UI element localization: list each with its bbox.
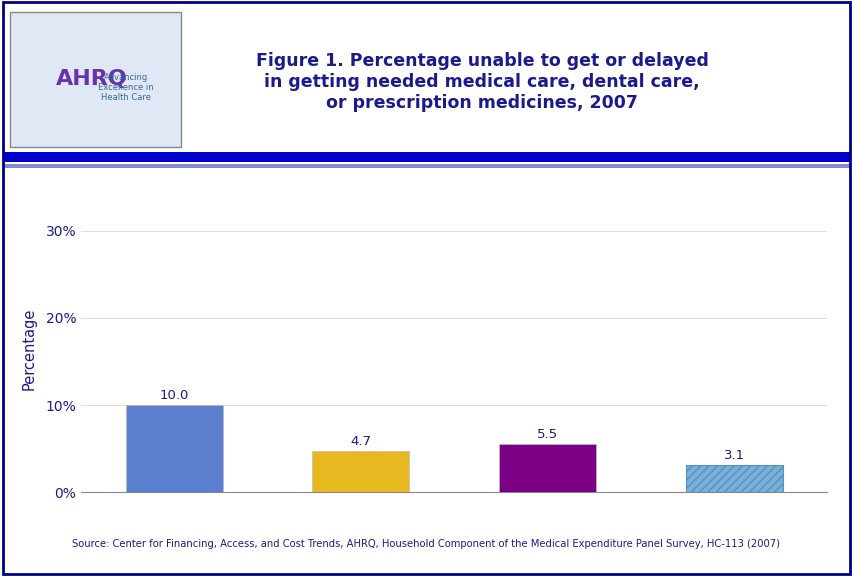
Y-axis label: Percentage: Percentage bbox=[22, 307, 37, 390]
Bar bbox=[685, 465, 781, 492]
Text: 4.7: 4.7 bbox=[350, 435, 371, 448]
Text: 3.1: 3.1 bbox=[722, 449, 744, 462]
Text: 10.0: 10.0 bbox=[159, 389, 189, 401]
Legend: Rx, medical, or dental care, Medical care, Dental care, Prescription medicines: Rx, medical, or dental care, Medical car… bbox=[179, 132, 728, 160]
Text: AHRQ: AHRQ bbox=[55, 70, 127, 89]
Text: Figure 1. Percentage unable to get or delayed
in getting needed medical care, de: Figure 1. Percentage unable to get or de… bbox=[256, 52, 707, 112]
Bar bbox=[125, 405, 222, 492]
Text: Source: Center for Financing, Access, and Cost Trends, AHRQ, Household Component: Source: Center for Financing, Access, an… bbox=[72, 539, 780, 550]
Text: 5.5: 5.5 bbox=[536, 428, 557, 441]
Text: Advancing
Excellence in
Health Care: Advancing Excellence in Health Care bbox=[98, 73, 153, 103]
Bar bbox=[498, 445, 596, 492]
Bar bbox=[312, 452, 409, 492]
